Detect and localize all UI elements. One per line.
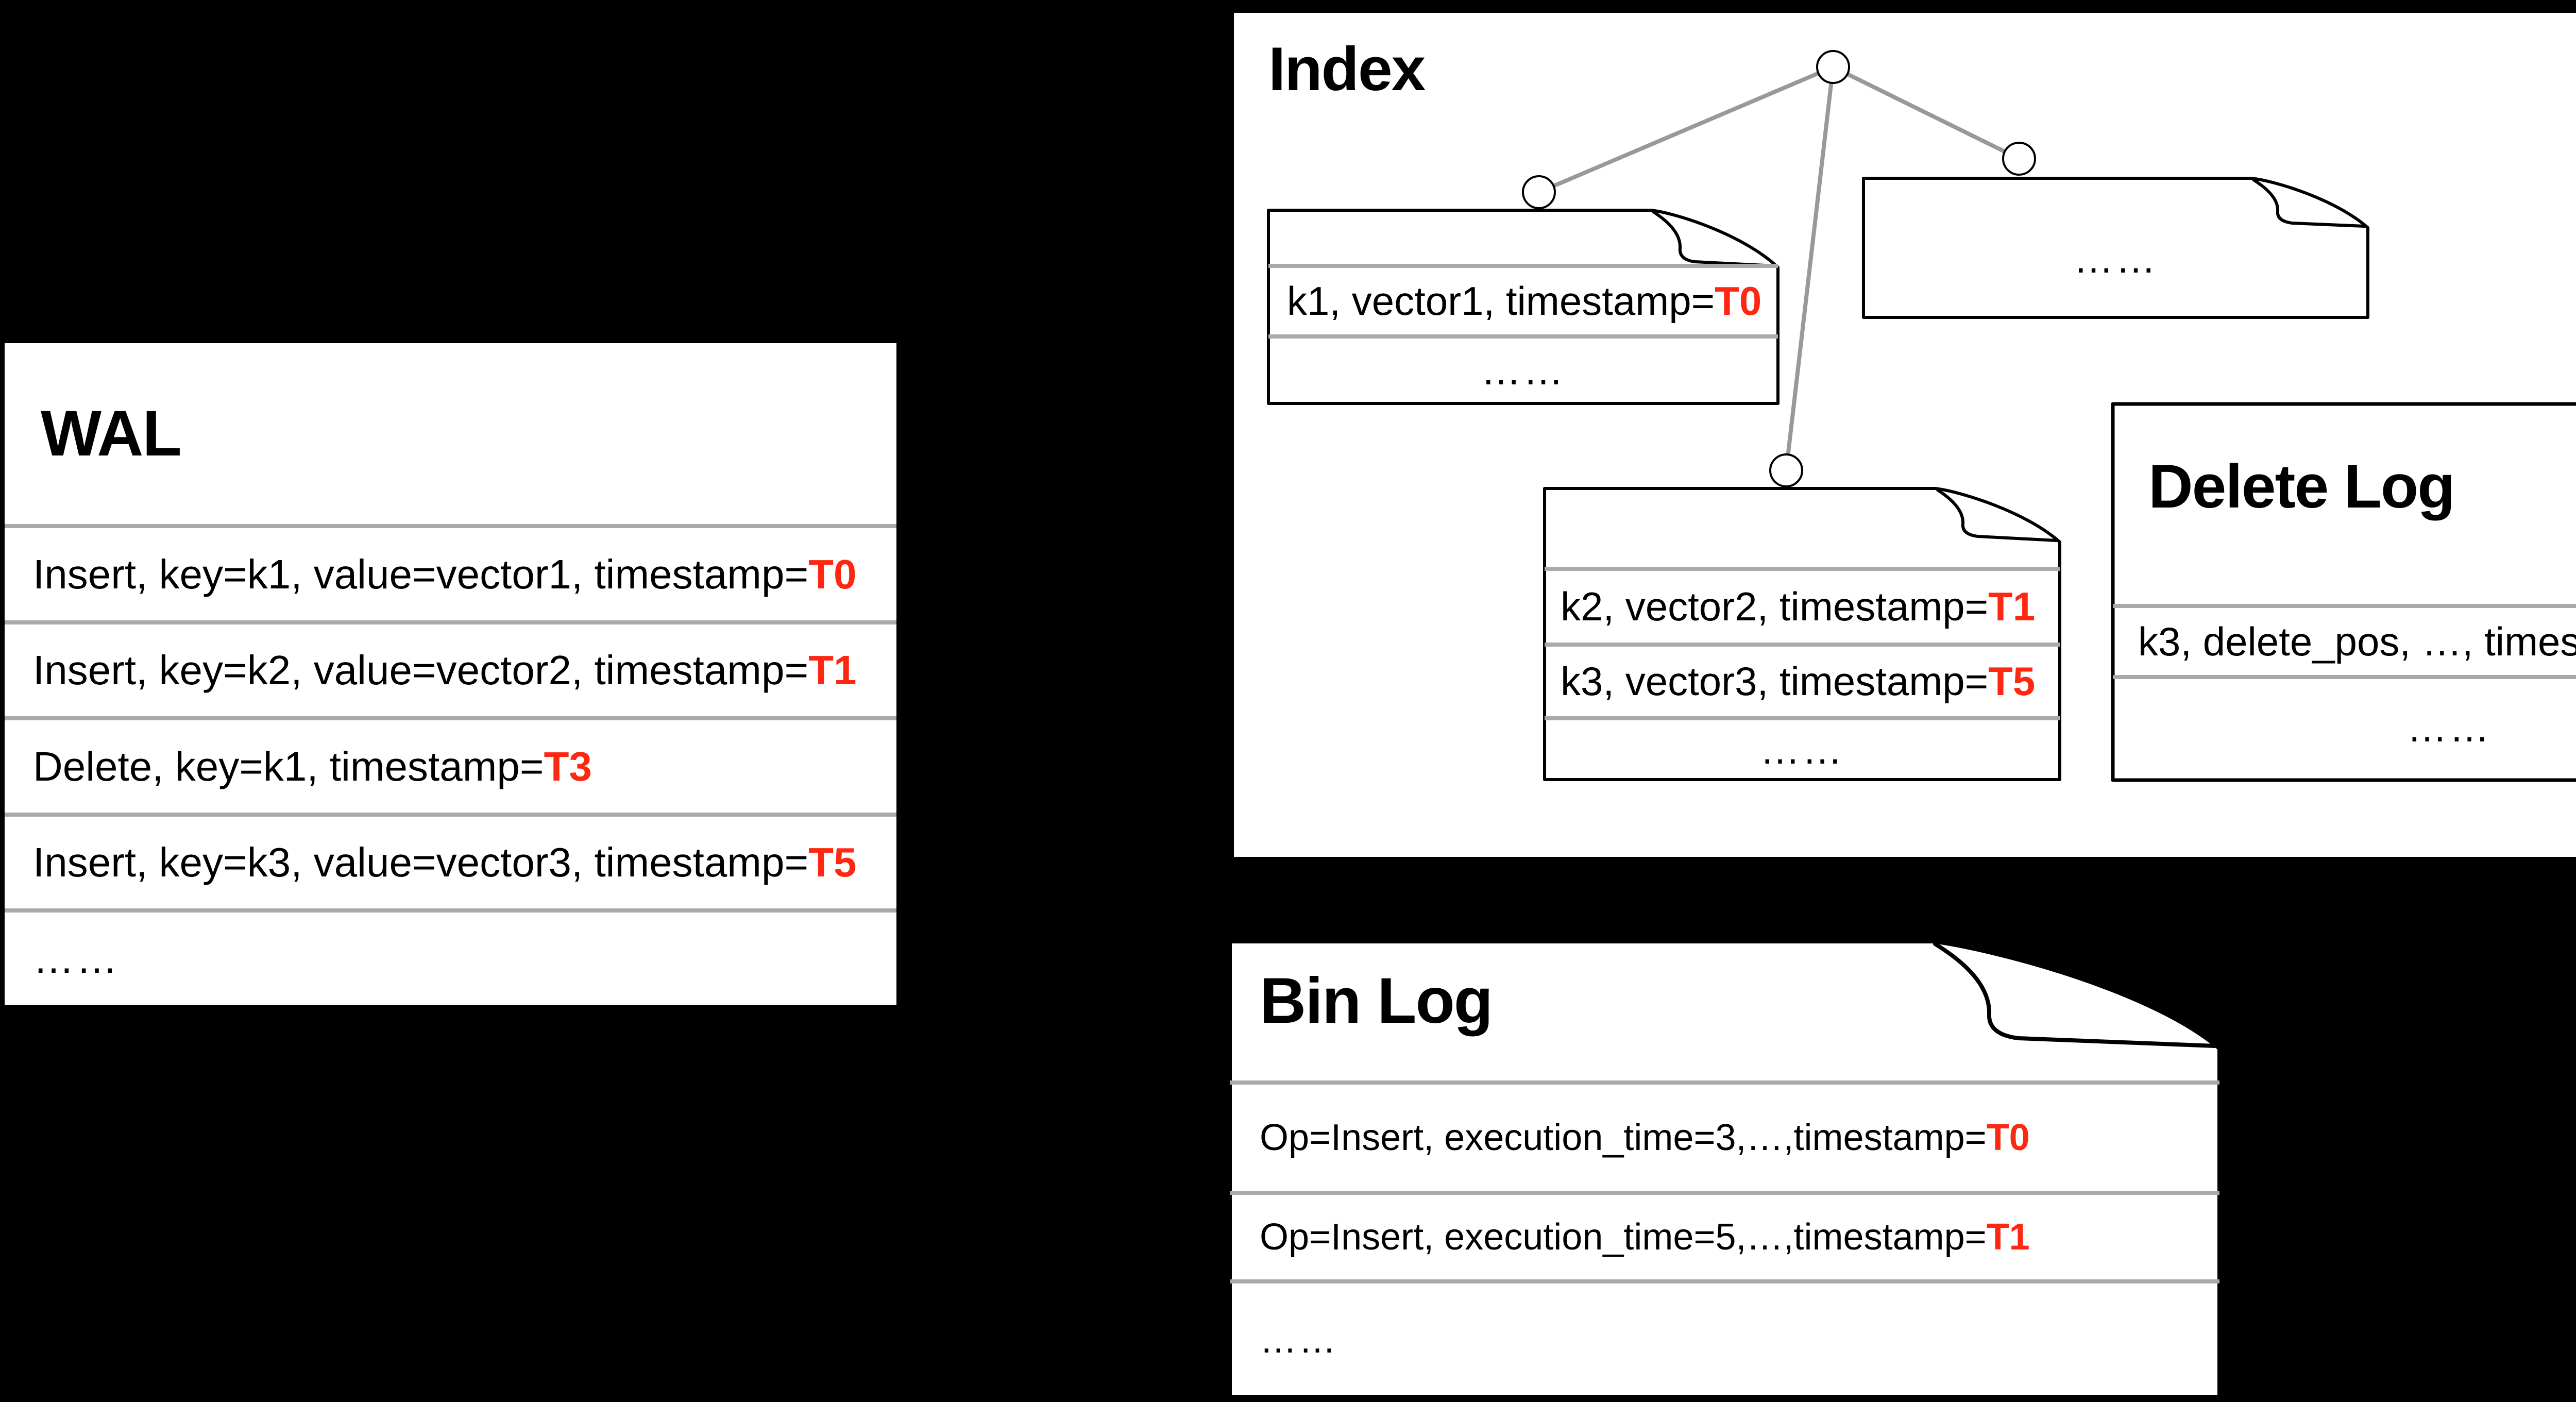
doc-row-text: k2, vector2, timestamp=	[1561, 584, 1989, 629]
wal-row: Delete, key=k1, timestamp= T3	[5, 716, 896, 813]
doc-row-ellipsis: ……	[1266, 339, 1780, 402]
wal-row: Insert, key=k3, value=vector3, timestamp…	[5, 812, 896, 909]
ellipsis-text: ……	[1481, 347, 1566, 393]
folded-corner-icon	[1936, 488, 2058, 542]
tree-node-left	[1522, 175, 1556, 209]
doc-row: k1, vector1, timestamp= T0	[1266, 268, 1780, 334]
divider	[1545, 643, 2060, 647]
doc-row: k3, delete_pos, …, timestamp=T3	[2111, 608, 2576, 675]
timestamp-value: T0	[808, 551, 857, 597]
document-outline	[1862, 177, 2369, 319]
timestamp-value: T5	[808, 839, 857, 886]
timestamp-value: T1	[808, 647, 857, 694]
document-body	[2111, 402, 2576, 782]
ellipsis-text: ……	[1260, 1320, 1338, 1361]
index-panel: Index k1, vector1, timestamp= T0 …… ……	[1234, 13, 2576, 857]
tree-edge-middle	[1784, 66, 1835, 471]
ellipsis-text: ……	[1760, 727, 1844, 772]
wal-row-text: Insert, key=k3, value=vector3, timestamp…	[33, 839, 809, 886]
divider	[1230, 1279, 2219, 1283]
index-title: Index	[1268, 35, 1426, 104]
doc-row-ellipsis: ……	[2111, 679, 2576, 776]
segment-doc-1: k1, vector1, timestamp= T0 ……	[1266, 208, 1780, 406]
doc-row: k3, vector3, timestamp= T5	[1543, 647, 2062, 716]
wal-row-ellipsis: ……	[5, 908, 896, 1005]
bin-log-doc: Bin Log Op=Insert, execution_time=3,…,ti…	[1228, 939, 2222, 1399]
ellipsis-text: ……	[2407, 704, 2492, 750]
timestamp-value: T1	[1986, 1217, 2030, 1258]
wal-row: Insert, key=k2, value=vector2, timestamp…	[5, 620, 896, 717]
doc-row-text: Op=Insert, execution_time=3,…,timestamp=	[1260, 1117, 1987, 1158]
wal-row-text: Delete, key=k1, timestamp=	[33, 743, 544, 789]
timestamp-value: T5	[1988, 658, 2036, 704]
doc-row: Op=Insert, execution_time=3,…,timestamp=…	[1228, 1085, 2222, 1191]
tree-node-middle	[1769, 453, 1803, 487]
document-body	[1543, 487, 2061, 781]
divider	[1268, 264, 1778, 268]
doc-row-text: k3, delete_pos, …, timestamp=	[2138, 618, 2576, 664]
segment-doc-3: k2, vector2, timestamp= T1 k3, vector3, t…	[1543, 486, 2062, 782]
divider	[2113, 675, 2576, 679]
folded-corner-icon	[1652, 210, 1776, 267]
document-outline	[1543, 487, 2061, 781]
ellipsis-text: ……	[33, 935, 120, 982]
divider	[1230, 1191, 2219, 1195]
doc-row-ellipsis: ……	[1861, 223, 2370, 295]
timestamp-value: T1	[1988, 584, 2036, 629]
ellipsis-text: ……	[2073, 235, 2158, 281]
doc-row-ellipsis: ……	[1228, 1283, 2222, 1397]
document-outline	[2111, 402, 2576, 782]
doc-row-text: k1, vector1, timestamp=	[1287, 278, 1715, 324]
divider	[1230, 1080, 2219, 1085]
timestamp-value: T3	[544, 743, 592, 789]
divider	[2113, 604, 2576, 608]
wal-row-text: Insert, key=k1, value=vector1, timestamp…	[33, 551, 809, 597]
index-tree	[1522, 50, 2036, 487]
divider	[1268, 334, 1778, 339]
tree-edge-right	[1832, 65, 2020, 161]
segment-doc-2: ……	[1861, 176, 2370, 319]
wal-row: Insert, key=k1, value=vector1, timestamp…	[5, 524, 896, 620]
doc-row-ellipsis: ……	[1543, 720, 2062, 780]
doc-row-text: Op=Insert, execution_time=5,…,timestamp=	[1260, 1217, 1987, 1258]
wal-row-text: Insert, key=k2, value=vector2, timestamp…	[33, 647, 809, 694]
tree-edge-left	[1538, 65, 1834, 194]
tree-root-node	[1816, 50, 1850, 84]
doc-row: k2, vector2, timestamp= T1	[1543, 571, 2062, 643]
divider	[1545, 567, 2060, 571]
wal-card: WAL Insert, key=k1, value=vector1, times…	[5, 343, 896, 1005]
document-body	[1862, 177, 2369, 319]
wal-title: WAL	[41, 398, 182, 470]
folded-corner-icon	[1933, 942, 2217, 1048]
doc-row: Op=Insert, execution_time=5,…,timestamp=…	[1228, 1195, 2222, 1279]
timestamp-value: T0	[1715, 278, 1762, 324]
timestamp-value: T0	[1986, 1117, 2030, 1158]
tree-node-right	[2002, 142, 2036, 176]
delete-log-title: Delete Log	[2148, 452, 2455, 521]
folded-corner-icon	[2252, 178, 2366, 228]
divider	[1545, 716, 2060, 720]
bin-log-title: Bin Log	[1260, 965, 1493, 1037]
doc-row-text: k3, vector3, timestamp=	[1561, 658, 1989, 704]
wal-title-band: WAL	[5, 343, 896, 524]
delete-log-doc: Delete Log k3, delete_pos, …, timestamp=…	[2111, 402, 2576, 782]
